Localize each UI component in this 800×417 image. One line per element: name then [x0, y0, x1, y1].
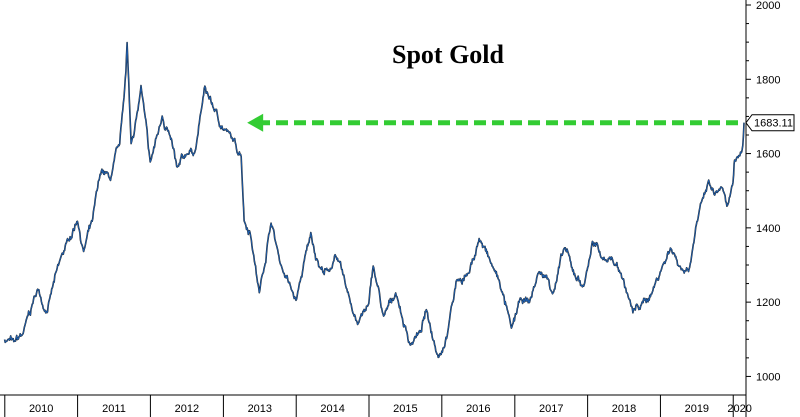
- x-tick-label: 2014: [320, 403, 344, 415]
- y-axis: 1000 1200 1400 1600 1800 2000: [746, 0, 780, 383]
- y-tick-label: 1200: [756, 297, 780, 309]
- x-tick-label: 2012: [175, 403, 199, 415]
- series-layer: [3, 41, 745, 359]
- x-tick-label: 2019: [685, 403, 709, 415]
- chart-title: Spot Gold: [392, 40, 505, 69]
- arrow-head: [247, 113, 264, 132]
- x-tick-label: 2018: [612, 403, 636, 415]
- x-tick-label: 2010: [29, 403, 53, 415]
- x-tick-label: 2015: [393, 403, 417, 415]
- last-value-marker: 1683.11: [745, 114, 795, 132]
- x-tick-label: 2011: [102, 403, 126, 415]
- y-tick-label: 1400: [756, 223, 780, 235]
- y-tick-label: 1800: [756, 74, 780, 86]
- x-tick-label: 2017: [539, 403, 563, 415]
- x-axis: 2010 2011 2012 2013 2014 2015 2016 2017 2018 2019…: [4, 395, 752, 417]
- y-tick-label: 2000: [756, 0, 780, 12]
- annotation-layer: [247, 113, 739, 132]
- last-value-box: [745, 114, 795, 132]
- last-value-label: 1683.11: [754, 118, 793, 130]
- y-tick-label: 1600: [756, 149, 780, 161]
- x-tick-label: 2016: [466, 403, 490, 415]
- y-tick-label: 1000: [756, 371, 780, 383]
- x-tick-label: 2020: [727, 403, 751, 415]
- price-line: [4, 42, 745, 358]
- x-tick-label: 2013: [248, 403, 272, 415]
- plot-frame: [0, 0, 747, 417]
